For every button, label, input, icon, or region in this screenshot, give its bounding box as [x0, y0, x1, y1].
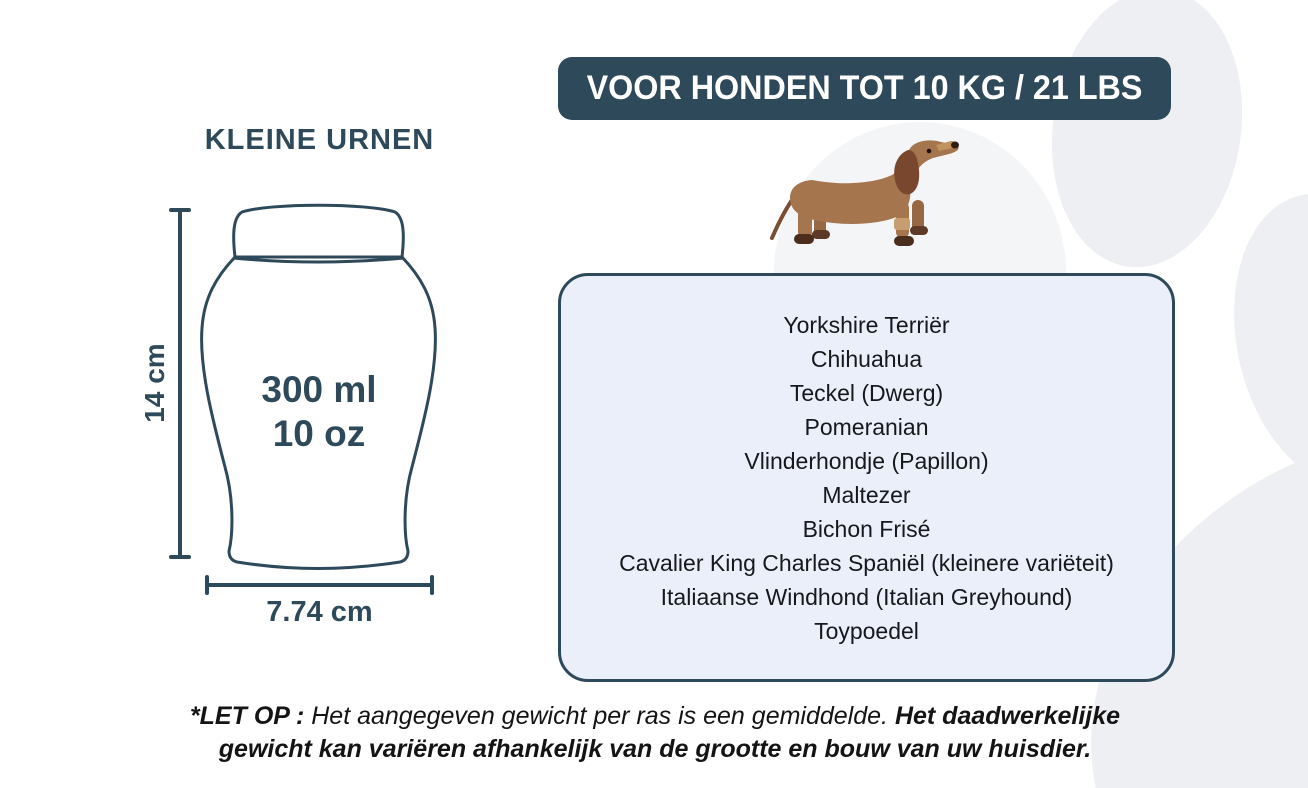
urn-rim-line [232, 256, 405, 264]
urn-volume-ml: 300 ml [261, 369, 377, 410]
breed-list-item: Pomeranian [804, 413, 929, 440]
weight-category-banner: VOOR HONDEN TOT 10 KG / 21 LBS [558, 57, 1171, 120]
dog-nose [951, 141, 959, 149]
footnote-bold: Het daadwerkelijke gewicht kan variëren … [218, 702, 1121, 763]
dog-leg-band [894, 218, 910, 230]
dog-front-paw [894, 236, 914, 246]
urn-width-label: 7.74 cm [266, 596, 373, 628]
dog-front-leg-far [912, 200, 924, 232]
urn-diagram-icon [169, 203, 437, 595]
paw-toe-shape [1051, 0, 1243, 268]
dog-front-paw-far [910, 226, 928, 235]
dog-ear [894, 150, 920, 195]
breed-list-item: Maltezer [822, 481, 911, 508]
dog-rear-paw-far [812, 230, 830, 239]
breed-list-item: Vlinderhondje (Papillon) [744, 447, 989, 474]
breed-list-item: Yorkshire Terriër [783, 311, 950, 338]
urn-body [200, 255, 437, 570]
breed-list-item: Teckel (Dwerg) [789, 379, 944, 406]
dog-rear-paw [794, 234, 814, 244]
section-title: KLEINE URNEN [204, 124, 435, 156]
breed-list-item: Chihuahua [810, 345, 923, 372]
urn-height-label: 14 cm [139, 343, 170, 423]
urn-outline [200, 203, 437, 570]
dog-eye [926, 148, 932, 154]
urn-volume-oz: 10 oz [272, 413, 366, 454]
footnote: *LET OP : Het aangegeven gewicht per ras… [175, 700, 1135, 766]
breed-list-item: Toypoedel [814, 617, 919, 644]
footnote-prefix: *LET OP : [189, 702, 305, 730]
urn-volume-label: 300 ml 10 oz [229, 368, 409, 456]
breed-list-box: Yorkshire Terriër Chihuahua Teckel (Dwerg)… [558, 273, 1175, 682]
weight-category-label: VOOR HONDEN TOT 10 KG / 21 LBS [586, 69, 1143, 107]
dachshund-illustration-icon [770, 140, 959, 246]
footnote-regular: Het aangegeven gewicht per ras is een ge… [311, 702, 888, 730]
breed-list-item: Cavalier King Charles Spaniël (kleinere … [619, 549, 1114, 576]
breed-list-item: Bichon Frisé [802, 515, 931, 542]
height-dimension-line [169, 208, 191, 559]
breed-list-item: Italiaanse Windhond (Italian Greyhound) [660, 583, 1073, 610]
dog-body [790, 140, 959, 224]
paw-toe-shape [1234, 193, 1308, 487]
urn-lid [232, 203, 405, 259]
width-dimension-line [205, 575, 434, 595]
